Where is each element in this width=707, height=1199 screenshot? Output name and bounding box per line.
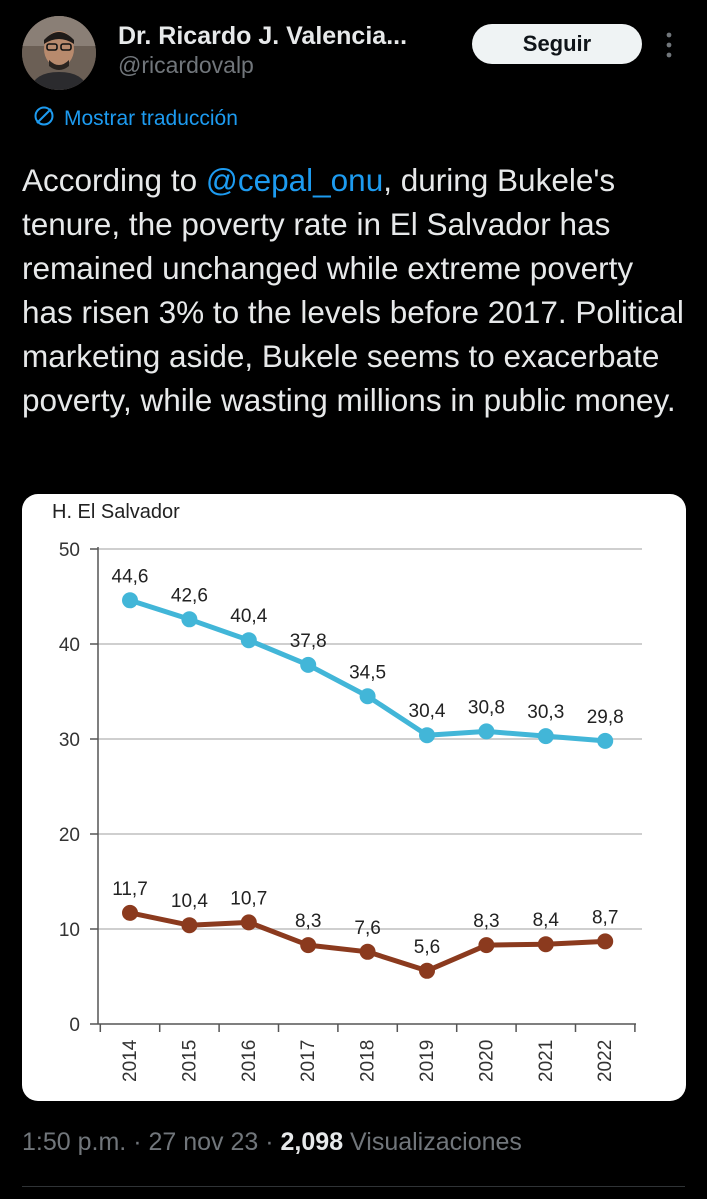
tweet-time[interactable]: 1:50 p.m. bbox=[22, 1128, 127, 1156]
views-label: Visualizaciones bbox=[350, 1128, 522, 1156]
data-point bbox=[181, 611, 198, 628]
data-label: 44,6 bbox=[112, 566, 149, 587]
data-point bbox=[597, 933, 614, 950]
data-label: 10,4 bbox=[171, 891, 208, 912]
x-tick-label: 2014 bbox=[120, 1039, 141, 1082]
tweet-header: Dr. Ricardo J. Valencia... @ricardovalp … bbox=[0, 0, 707, 100]
data-point bbox=[122, 592, 138, 609]
data-point bbox=[478, 723, 495, 740]
tweet-text-after: , during Bukele's tenure, the poverty ra… bbox=[22, 162, 684, 418]
tweet-text: According to @cepal_onu, during Bukele's… bbox=[22, 158, 692, 422]
y-tick-label: 30 bbox=[59, 730, 80, 751]
data-point bbox=[478, 937, 495, 954]
author-name[interactable]: Dr. Ricardo J. Valencia... bbox=[118, 22, 408, 50]
y-tick-label: 20 bbox=[59, 825, 80, 846]
y-tick-label: 10 bbox=[59, 920, 80, 941]
data-point bbox=[419, 962, 435, 979]
x-tick-label: 2021 bbox=[536, 1040, 557, 1082]
tweet-date[interactable]: 27 nov 23 bbox=[148, 1128, 259, 1156]
data-point bbox=[181, 917, 198, 934]
translate-label: Mostrar traducción bbox=[64, 107, 238, 130]
data-point bbox=[122, 904, 138, 921]
data-point bbox=[240, 632, 257, 649]
data-point bbox=[419, 727, 435, 744]
data-label: 8,7 bbox=[592, 907, 618, 928]
x-tick-label: 2015 bbox=[179, 1040, 200, 1082]
x-tick-label: 2022 bbox=[595, 1040, 616, 1082]
data-label: 40,4 bbox=[230, 606, 267, 627]
data-label: 30,8 bbox=[468, 697, 505, 718]
data-label: 30,3 bbox=[527, 702, 564, 723]
poverty-line-chart: H. El Salvador 0 10 20 30 40 50 2014 2015 2016 20… bbox=[52, 501, 642, 1082]
data-point bbox=[359, 943, 376, 960]
y-tick-label: 0 bbox=[69, 1015, 80, 1036]
avatar[interactable] bbox=[22, 16, 96, 90]
data-label: 10,7 bbox=[230, 888, 267, 909]
mention-link[interactable]: @cepal_onu bbox=[205, 162, 384, 198]
data-point bbox=[240, 914, 257, 931]
x-tick-label: 2020 bbox=[476, 1040, 497, 1082]
data-label: 8,3 bbox=[295, 911, 321, 932]
tweet-media-chart[interactable]: H. El Salvador 0 10 20 30 40 50 2014 2015 2016 20… bbox=[22, 494, 686, 1101]
meta-separator: · bbox=[133, 1128, 142, 1156]
show-translation-link[interactable]: Mostrar traducción bbox=[32, 106, 238, 132]
data-point bbox=[537, 728, 554, 745]
tweet-text-before: According to bbox=[22, 162, 206, 198]
data-label: 34,5 bbox=[349, 662, 386, 683]
data-label: 5,6 bbox=[414, 937, 440, 958]
data-label: 11,7 bbox=[112, 879, 148, 900]
tweet-meta: 1:50 p.m. · 27 nov 23 · 2,098 Visualizac… bbox=[22, 1128, 522, 1157]
data-point bbox=[359, 688, 376, 705]
data-label: 30,4 bbox=[409, 701, 446, 722]
translate-icon bbox=[32, 104, 56, 134]
x-tick-label: 2018 bbox=[358, 1040, 379, 1082]
data-label: 8,4 bbox=[533, 910, 560, 931]
data-point bbox=[300, 937, 317, 954]
x-tick-label: 2017 bbox=[298, 1040, 319, 1082]
meta-separator: · bbox=[265, 1128, 274, 1156]
y-tick-label: 40 bbox=[59, 635, 80, 656]
data-point bbox=[537, 936, 554, 953]
data-label: 29,8 bbox=[587, 707, 624, 728]
data-label: 42,6 bbox=[171, 585, 208, 606]
chart-title: H. El Salvador bbox=[52, 501, 180, 523]
data-label: 37,8 bbox=[290, 631, 327, 652]
views-count: 2,098 bbox=[280, 1128, 344, 1156]
x-tick-label: 2019 bbox=[417, 1040, 438, 1082]
y-tick-label: 50 bbox=[59, 540, 80, 561]
author-handle[interactable]: @ricardovalp bbox=[118, 52, 254, 78]
data-point bbox=[597, 732, 614, 749]
data-label: 7,6 bbox=[354, 918, 380, 939]
follow-button[interactable]: Seguir bbox=[472, 24, 642, 64]
x-tick-label: 2016 bbox=[239, 1040, 260, 1082]
data-point bbox=[300, 656, 317, 673]
more-vertical-icon[interactable] bbox=[662, 30, 676, 60]
data-label: 8,3 bbox=[473, 911, 499, 932]
divider bbox=[22, 1186, 685, 1187]
